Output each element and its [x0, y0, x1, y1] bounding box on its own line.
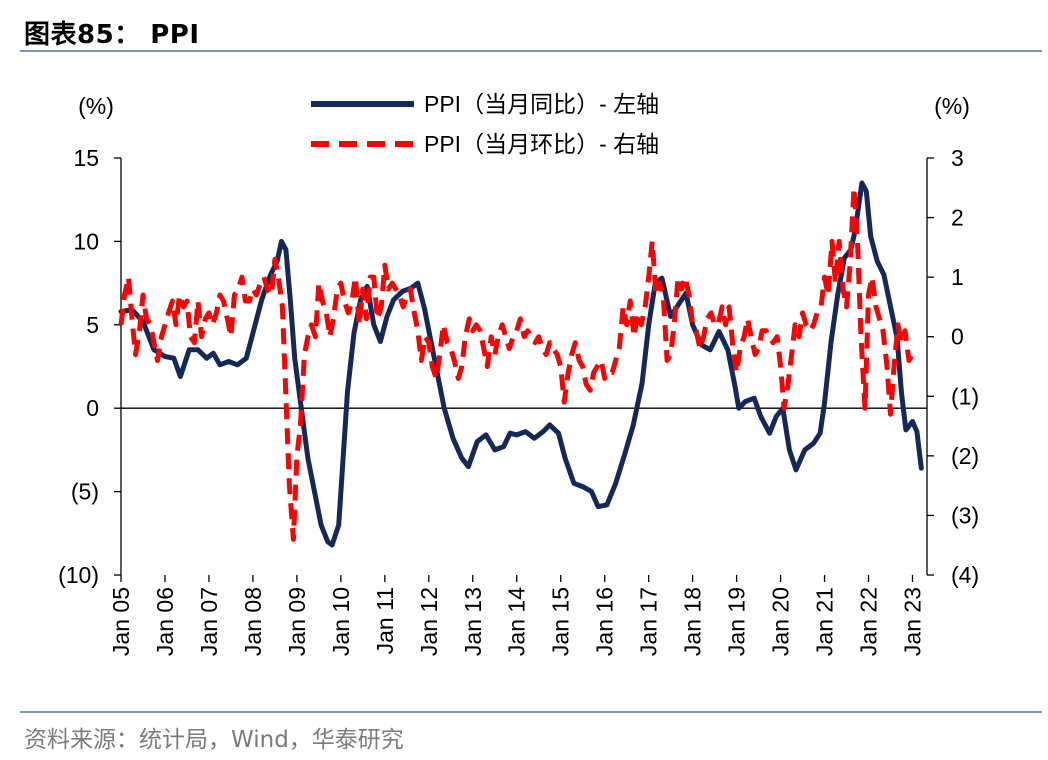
ppi-yoy-line [118, 180, 924, 548]
x-tick-label: Jan 20 [768, 587, 794, 656]
x-tick-label: Jan 14 [504, 587, 530, 656]
left-tick-label: 5 [86, 312, 99, 338]
right-tick-label: 0 [951, 324, 964, 350]
x-tick-label: Jan 12 [416, 587, 442, 656]
right-tick-label: 3 [951, 145, 964, 171]
x-tick-label: Jan 06 [152, 587, 178, 656]
chart-series [118, 180, 924, 548]
right-tick-label: (2) [951, 443, 979, 469]
x-tick-label: Jan 09 [284, 587, 310, 656]
right-tick-label: (4) [951, 562, 979, 588]
right-tick-label: 2 [951, 205, 964, 231]
left-axis-unit: (%) [78, 93, 114, 119]
legend-label: PPI（当月环比）- 右轴 [424, 131, 659, 157]
x-tick-label: Jan 16 [592, 587, 618, 656]
title-divider [20, 50, 1042, 52]
x-tick-label: Jan 22 [856, 587, 882, 656]
x-tick-label: Jan 13 [460, 587, 486, 656]
x-tick-label: Jan 23 [899, 587, 925, 656]
right-tick-label: 1 [951, 264, 964, 290]
left-tick-label: (10) [58, 562, 99, 588]
source-divider [20, 711, 1042, 713]
left-tick-label: 10 [73, 228, 99, 254]
x-tick-label: Jan 21 [812, 587, 838, 656]
chart-title: 图表85： PPI [24, 20, 200, 50]
x-tick-label: Jan 05 [108, 587, 134, 656]
left-tick-label: (5) [71, 479, 99, 505]
x-tick-label: Jan 08 [240, 587, 266, 656]
left-tick-label: 15 [73, 145, 99, 171]
x-tick-label: Jan 11 [372, 587, 398, 654]
right-tick-label: (3) [951, 502, 979, 528]
source-note: 资料来源：统计局，Wind，华泰研究 [24, 727, 404, 753]
ppi-mom-line [118, 185, 919, 542]
left-tick-label: 0 [86, 395, 99, 421]
chart-legend: PPI（当月同比）- 左轴 PPI（当月环比）- 右轴 [311, 91, 659, 157]
x-tick-label: Jan 18 [680, 587, 706, 656]
legend-label: PPI（当月同比）- 左轴 [424, 91, 659, 117]
x-tick-label: Jan 19 [724, 587, 750, 656]
right-axis-unit: (%) [934, 93, 970, 119]
right-tick-label: (1) [951, 383, 979, 409]
x-tick-label: Jan 10 [328, 587, 354, 656]
x-tick-label: Jan 15 [548, 587, 574, 656]
x-tick-label: Jan 07 [196, 587, 222, 656]
x-tick-label: Jan 17 [636, 587, 662, 656]
